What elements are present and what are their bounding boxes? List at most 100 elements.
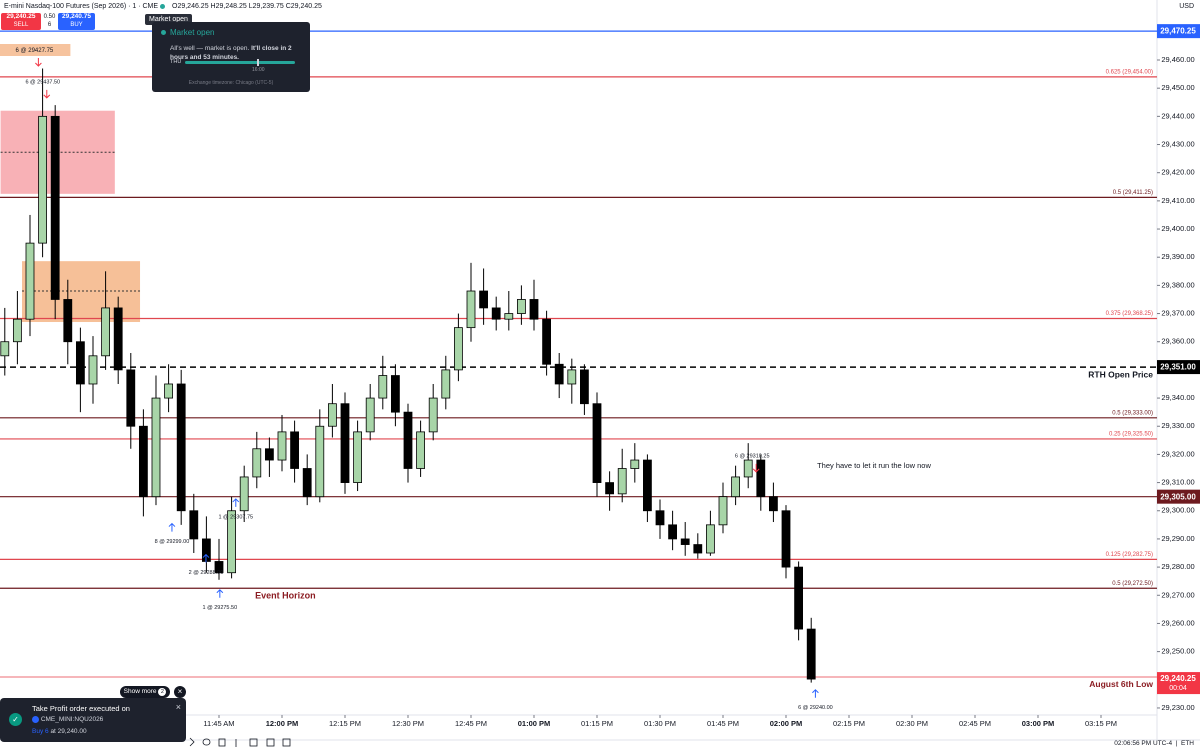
market-tooltip: Market open All's well — market is open.… (152, 22, 310, 92)
axis-price-label: 29,305.00 (1160, 492, 1196, 501)
candle-body (554, 363, 564, 385)
trade-label: 6 @ 29240.00 (798, 705, 833, 711)
x-tick-label: 02:45 PM (959, 719, 991, 728)
candle-body (781, 510, 791, 568)
y-tick-label: 29,440.00 (1161, 111, 1194, 120)
buy-button[interactable]: 29,240.75 BUY (58, 13, 95, 30)
show-more-button[interactable]: Show more 2 (120, 686, 170, 698)
y-tick-label: 29,340.00 (1161, 393, 1194, 402)
y-tick-label: 29,300.00 (1161, 506, 1194, 515)
candle-body (643, 459, 652, 512)
trade-label: 1 @ 29307.75 (218, 514, 253, 520)
candle-body (290, 431, 299, 469)
toolbar-icon[interactable] (189, 737, 195, 747)
tooltip-text: All's well — market is open. (170, 45, 250, 52)
candle-body (592, 403, 602, 483)
level-label: 0.5 (29,333.00) (1112, 410, 1153, 416)
x-tick-label: 01:45 PM (707, 719, 739, 728)
candle-body (252, 448, 262, 478)
dismiss-all-button[interactable]: × (174, 686, 186, 698)
session[interactable]: ETH (1181, 740, 1194, 747)
candle-body (239, 476, 249, 512)
y-tick-label: 29,410.00 (1161, 196, 1194, 205)
toolbar-icon[interactable] (202, 738, 211, 746)
trade-label: 1 @ 29275.50 (203, 605, 238, 611)
y-tick-label: 29,290.00 (1161, 534, 1194, 543)
toolbar-icon[interactable] (266, 738, 275, 747)
show-more-label: Show more (123, 688, 157, 695)
candle-body (680, 538, 690, 545)
trade-arrow (35, 58, 42, 67)
candle-body (340, 403, 350, 483)
tooltip-bold: It'll close in 2 hours and 53 minutes. (170, 45, 292, 61)
candle-body (101, 307, 110, 357)
x-tick-label: 03:00 PM (1022, 719, 1055, 728)
candle-body (315, 425, 325, 498)
symbol-title: E-mini Nasdaq-100 Futures (Sep 2026) · 1… (4, 3, 159, 10)
status-bar: 02:06:56 PM UTC-4 | ETH (1114, 740, 1194, 747)
candle-body (567, 369, 577, 385)
candle-body (504, 313, 514, 320)
sell-price: 29,240.25 (6, 13, 36, 20)
candle-body (12, 318, 22, 343)
candle-body (353, 431, 362, 483)
toolbar-icon[interactable] (218, 738, 226, 747)
y-tick-label: 29,420.00 (1161, 168, 1194, 177)
symbol-icon (32, 716, 39, 723)
y-tick-label: 29,280.00 (1161, 562, 1194, 571)
level-label: 0.25 (29,325.50) (1109, 431, 1153, 437)
tooltip-body: All's well — market is open. It'll close… (170, 44, 298, 62)
trade-arrow (202, 553, 210, 563)
toast-price: at 29,240.00 (50, 728, 87, 735)
axis-price-label: 29,470.25 (1160, 27, 1196, 36)
y-tick-label: 29,270.00 (1161, 590, 1194, 599)
candle-body (706, 524, 715, 554)
show-more-count: 2 (158, 688, 167, 696)
candle-body (693, 544, 703, 554)
y-tick-label: 29,360.00 (1161, 337, 1194, 346)
tooltip-tab: Market open (145, 14, 192, 25)
candle-body (327, 403, 337, 427)
sell-button[interactable]: 29,240.25 SELL (1, 13, 41, 30)
tooltip-footer: Exchange timezone: Chicago (UTC-5) (188, 80, 274, 86)
candle-body (542, 318, 552, 365)
x-tick-label: 01:30 PM (644, 719, 676, 728)
y-tick-label: 29,310.00 (1161, 478, 1194, 487)
level-label: 0.125 (29,282.75) (1106, 552, 1153, 558)
candle-body (428, 397, 438, 433)
toolbar-icon[interactable] (282, 738, 291, 747)
toast-symbol: CME_MINI:NQU2026 (40, 716, 104, 724)
candle-body (491, 307, 501, 320)
candle-body (756, 459, 766, 498)
candle-body (516, 299, 526, 314)
candle-body (390, 375, 400, 413)
countdown: 00:04 (1169, 685, 1187, 692)
candle-body (88, 355, 98, 385)
x-tick-label: 12:15 PM (329, 719, 361, 728)
axis-price-label-bg (1157, 24, 1200, 39)
spread-quantity: 0.50 6 (42, 13, 57, 30)
y-tick-label: 29,380.00 (1161, 280, 1194, 289)
session-marker (257, 59, 259, 66)
candle-body (453, 327, 463, 371)
level-label: August 6th Low (1089, 679, 1153, 689)
candle-body (378, 375, 388, 399)
candle-body (38, 115, 47, 244)
plot: 0.625 (29,454.00) 0.5 (29,411.25) 0.375 (2… (0, 30, 1157, 711)
candle-body (75, 341, 85, 385)
candle-body (605, 482, 615, 495)
toolbar-icon[interactable] (249, 738, 258, 747)
toast-close[interactable]: × (175, 702, 181, 712)
x-tick-label: 11:45 AM (203, 719, 234, 728)
ohlc-low: L29,239.75 (248, 3, 284, 10)
candle-body (227, 510, 236, 574)
level-label: 0.625 (29,454.00) (1106, 69, 1153, 75)
quantity[interactable]: 6 (47, 22, 52, 28)
candle-body (718, 496, 728, 526)
timezone: UTC-4 (1152, 740, 1173, 747)
ohlc-open: O29,246.25 (172, 3, 209, 10)
ohlc-high: H29,248.25 (210, 3, 247, 10)
axis-price-label-bg (1157, 489, 1200, 504)
trade-arrow (216, 589, 224, 598)
axis-price-label-bg (1157, 360, 1200, 375)
